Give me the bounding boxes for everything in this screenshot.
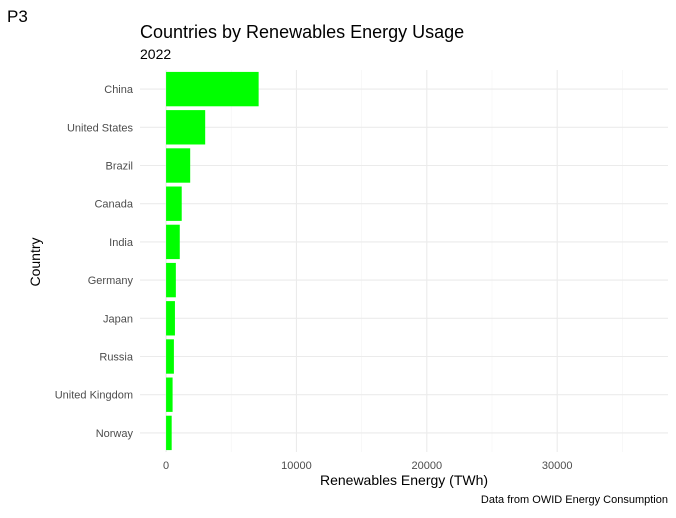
y-tick-label: United States [67, 122, 134, 134]
y-tick-label: Russia [99, 352, 134, 364]
source-caption: Data from OWID Energy Consumption [481, 494, 668, 506]
x-tick-label: 0 [163, 460, 169, 472]
y-tick-label: Norway [96, 428, 134, 440]
x-tick-label: 20000 [412, 460, 443, 472]
y-tick-label: China [104, 84, 134, 96]
y-axis-tick-labels: China United States Brazil Canada India Germa… [55, 84, 134, 440]
bars [166, 71, 259, 451]
bar [166, 110, 206, 145]
bar [166, 224, 180, 260]
chart-subtitle: 2022 [140, 46, 171, 62]
x-axis-tick-labels: 0 10000 20000 30000 [163, 460, 572, 472]
x-axis-title: Renewables Energy (TWh) [320, 472, 488, 488]
bar [166, 339, 174, 374]
y-axis-title: Country [27, 237, 43, 286]
y-tick-label: Canada [94, 199, 133, 211]
bar [166, 415, 172, 451]
x-tick-label: 30000 [542, 460, 573, 472]
y-tick-label: Germany [88, 275, 134, 287]
bar [166, 71, 259, 107]
bar [166, 186, 182, 221]
bar [166, 377, 173, 412]
y-tick-label: Japan [103, 313, 133, 325]
y-tick-label: India [109, 237, 134, 249]
bar [166, 301, 175, 336]
x-tick-label: 10000 [281, 460, 312, 472]
y-tick-label: United Kingdom [55, 390, 133, 402]
panel-tag: P3 [7, 7, 28, 26]
bar [166, 262, 176, 298]
bar [166, 148, 191, 183]
gridlines [140, 70, 668, 452]
chart-title: Countries by Renewables Energy Usage [140, 22, 464, 42]
y-tick-label: Brazil [105, 161, 133, 173]
